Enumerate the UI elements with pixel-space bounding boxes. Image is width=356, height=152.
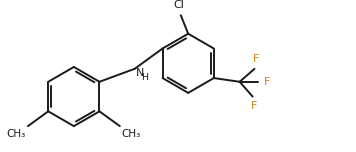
Text: F: F xyxy=(251,101,258,111)
Text: F: F xyxy=(253,54,260,64)
Text: Cl: Cl xyxy=(173,0,184,10)
Text: F: F xyxy=(264,77,270,87)
Text: CH₃: CH₃ xyxy=(7,129,26,139)
Text: N: N xyxy=(136,67,144,78)
Text: H: H xyxy=(141,73,148,82)
Text: CH₃: CH₃ xyxy=(122,129,141,139)
